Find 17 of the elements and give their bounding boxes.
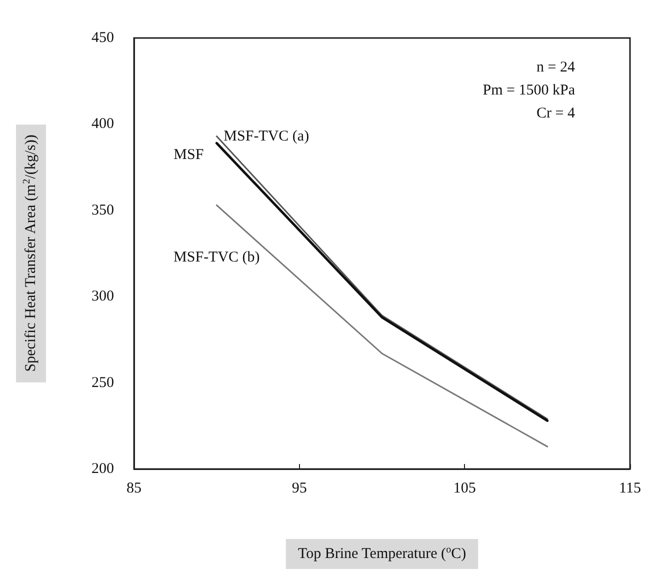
annotation: Cr = 4	[536, 106, 576, 122]
y-tick-label: 200	[92, 461, 114, 477]
series-label: MSF-TVC (a)	[224, 128, 310, 144]
y-tick-label: 250	[92, 374, 114, 391]
y-tick-label: 300	[92, 288, 114, 305]
y-axis-title: Specific Heat Transfer Area (m2/(kg/s))	[22, 134, 39, 372]
x-tick-label: 95	[292, 480, 307, 496]
x-tick-label: 105	[453, 480, 476, 496]
x-tick-label: 115	[619, 480, 641, 496]
annotation: n = 24	[536, 60, 576, 76]
y-tick-label: 350	[92, 202, 114, 218]
series-label: MSF	[174, 147, 204, 164]
x-tick-label: 85	[126, 480, 142, 496]
annotation: Pm = 1500 kPa	[482, 82, 576, 98]
y-tick-label: 450	[92, 30, 114, 46]
y-tick-label: 400	[92, 116, 114, 132]
series-label: MSF-TVC (b)	[174, 250, 260, 266]
